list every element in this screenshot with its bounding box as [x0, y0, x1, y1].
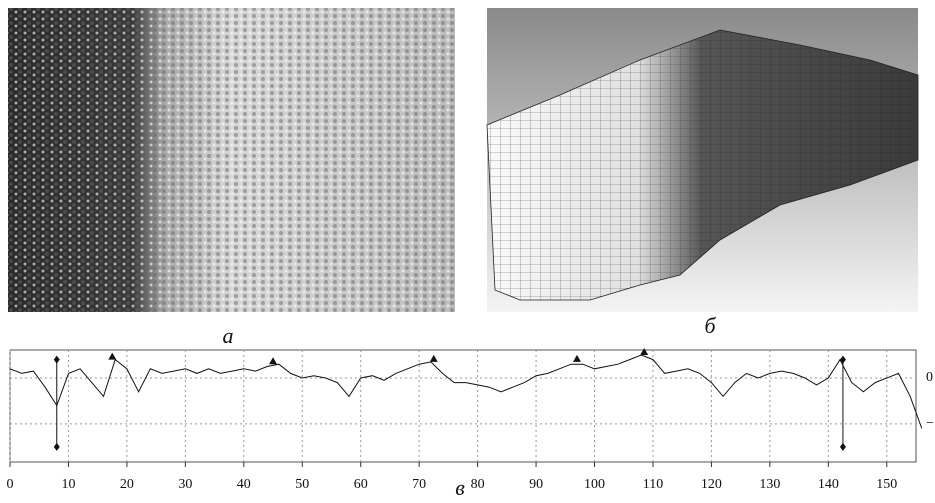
x-tick-label: 110 [643, 477, 663, 492]
y-tick-label: −1 [926, 416, 935, 431]
y-tick-label: 0 [926, 370, 933, 385]
peak-marker [429, 354, 438, 362]
x-tick-label: 130 [759, 477, 780, 492]
x-tick-label: 40 [237, 477, 251, 492]
peak-marker [640, 348, 649, 356]
peak-marker [108, 352, 117, 360]
x-tick-label: 0 [7, 477, 14, 492]
cursor-end [839, 355, 846, 364]
x-tick-label: 120 [701, 477, 722, 492]
x-tick-label: 20 [120, 477, 134, 492]
panel-label: а [223, 323, 234, 348]
x-tick-label: 100 [584, 477, 605, 492]
cursor-end [53, 355, 60, 364]
x-tick-label: 60 [354, 477, 368, 492]
chart-caption: в [455, 475, 465, 498]
cursor-end [839, 442, 846, 451]
x-tick-label: 150 [876, 477, 897, 492]
x-tick-label: 30 [178, 477, 192, 492]
x-tick-label: 90 [529, 477, 543, 492]
x-tick-label: 140 [818, 477, 839, 492]
data-line [9, 354, 923, 429]
cursor-end [53, 442, 60, 451]
x-tick-label: 50 [295, 477, 309, 492]
x-tick-label: 10 [61, 477, 75, 492]
x-tick-label: 80 [471, 477, 485, 492]
panel-label: б [704, 313, 716, 338]
peak-marker [269, 357, 278, 365]
x-tick-label: 70 [412, 477, 426, 492]
peak-marker [572, 354, 581, 362]
panel-b [486, 8, 919, 312]
panel-a [8, 8, 455, 312]
plot-frame [9, 349, 917, 463]
